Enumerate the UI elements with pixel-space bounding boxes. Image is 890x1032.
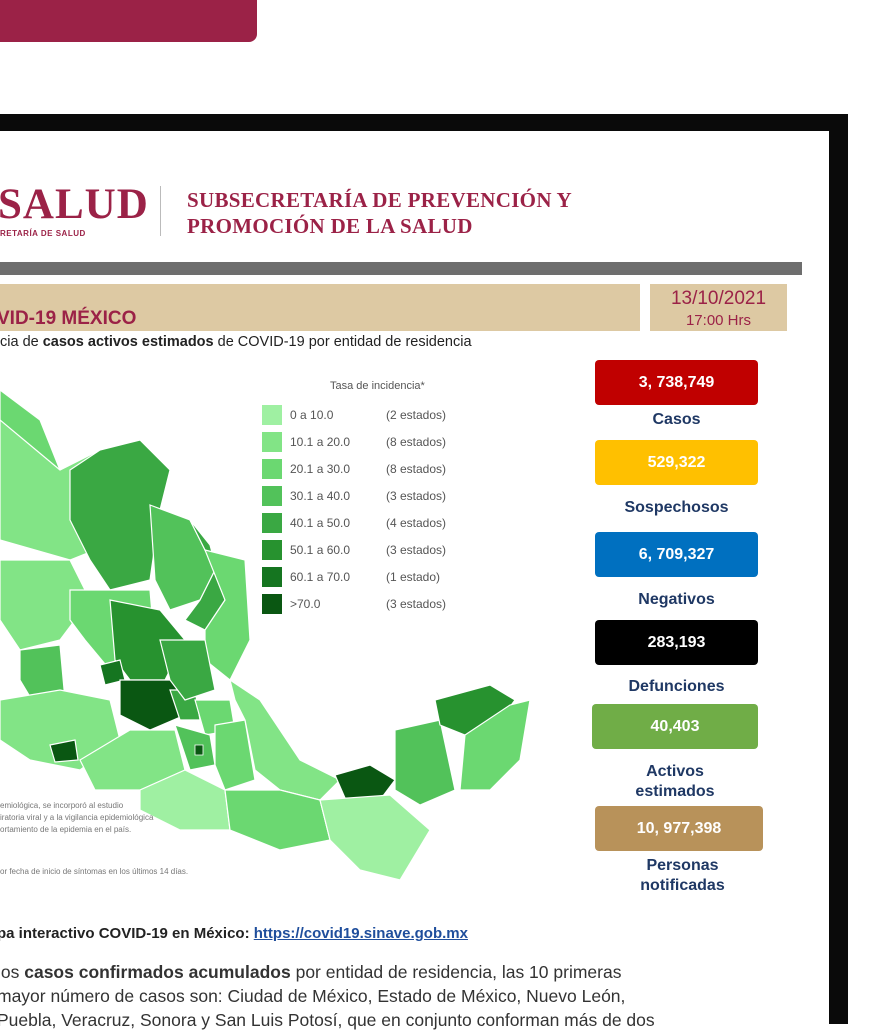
map-state-quintana-roo	[459, 699, 531, 791]
report-title: VID-19 MÉXICO	[0, 308, 137, 329]
footnote-line-1: emiológica, se incorporó al estudio	[0, 801, 124, 810]
footnote-line-3: ortamiento de la epidemia en el país.	[0, 825, 132, 834]
stat-activos-label-line-1: Activos	[646, 763, 704, 780]
stat-casos-label: Casos	[652, 411, 701, 428]
map-state-sinaloa	[0, 559, 91, 651]
legend-swatch	[262, 513, 282, 533]
subsecretaria-line-1: SUBSECRETARÍA DE PREVENCIÓN Y	[187, 188, 573, 212]
report-time: 17:00 Hrs	[685, 312, 752, 329]
legend-swatch	[262, 567, 282, 587]
legend-range: 10.1 a 20.0	[290, 435, 351, 449]
map-state-puebla	[214, 719, 256, 791]
stat-negativos-value: 6, 709,327	[595, 532, 758, 577]
map-state-chiapas	[319, 794, 431, 881]
footnote-line-4: or fecha de inicio de síntomas en los úl…	[0, 867, 189, 876]
legend-count: (8 estados)	[386, 462, 447, 476]
covid-sinave-link[interactable]: https://covid19.sinave.gob.mx	[253, 925, 468, 942]
stat-notificadas-value: 10, 977,398	[595, 806, 763, 851]
legend-count: (3 estados)	[386, 597, 447, 611]
map-state-tabasco	[334, 764, 396, 801]
title-band	[0, 284, 640, 331]
legend-swatch	[262, 459, 282, 479]
stat-defunciones-value: 283,193	[595, 620, 758, 665]
paragraph-line-3: Puebla, Veracruz, Sonora y San Luis Poto…	[0, 1010, 655, 1030]
stat-casos-value: 3, 738,749	[595, 360, 758, 405]
stat-defunciones-label: Defunciones	[628, 678, 725, 695]
interactive-map-line: pa interactivo COVID-19 en México: https…	[0, 925, 468, 942]
map-state-colima	[49, 739, 79, 763]
stat-activos-value: 40,403	[592, 704, 758, 749]
header-tab-decoration	[0, 0, 257, 42]
stat-activos-label-line-2: estimados	[635, 783, 715, 800]
footnote-line-2: iratoria viral y a la vigilancia epidemi…	[0, 813, 154, 822]
legend-range: 30.1 a 40.0	[290, 489, 351, 503]
legend-range: 0 a 10.0	[290, 408, 334, 422]
legend-range: 20.1 a 30.0	[290, 462, 351, 476]
subtitle-prefix: cia de	[0, 334, 43, 350]
legend-swatch	[262, 432, 282, 452]
paragraph-line-1: los casos confirmados acumulados por ent…	[0, 960, 807, 984]
map-state-oaxaca	[224, 789, 331, 851]
legend-count: (4 estados)	[386, 516, 447, 530]
stat-notificadas-label-line-1: Personas	[646, 857, 719, 874]
stat-activos-label: Activos estimados	[592, 762, 758, 802]
legend-count: (2 estados)	[386, 408, 447, 422]
legend-swatch	[262, 594, 282, 614]
mexico-map	[0, 389, 531, 881]
body-paragraph: los casos confirmados acumulados por ent…	[0, 960, 807, 1032]
report-subtitle: cia de casos activos estimados de COVID-…	[0, 334, 472, 350]
legend-title: Tasa de incidencia*	[330, 380, 425, 392]
paragraph-line-1-start: los	[0, 962, 20, 982]
subtitle-suffix: de COVID-19 por entidad de residencia	[213, 334, 472, 350]
legend-range: 40.1 a 50.0	[290, 516, 351, 530]
stat-notificadas-label: Personas notificadas	[595, 856, 770, 896]
report-date: 13/10/2021	[670, 288, 767, 309]
paragraph-line-1-bold: casos confirmados acumulados	[24, 962, 291, 982]
map-state-cdmx	[194, 744, 204, 756]
salud-logo: SALUD	[0, 181, 149, 228]
map-state-guanajuato	[119, 679, 186, 731]
map-state-slp	[159, 639, 216, 701]
stat-negativos-label: Negativos	[638, 591, 715, 608]
legend-swatch	[262, 540, 282, 560]
legend-count: (8 estados)	[386, 435, 447, 449]
date-box: 13/10/2021 17:00 Hrs	[647, 284, 787, 331]
stat-notificadas-label-line-2: notificadas	[640, 877, 725, 894]
legend-swatch	[262, 486, 282, 506]
legend-count: (1 estado)	[386, 570, 441, 584]
interactive-map-prefix: pa interactivo COVID-19 en México:	[0, 925, 254, 942]
legend-swatch	[262, 405, 282, 425]
subsecretaria-title: SUBSECRETARÍA DE PREVENCIÓN Y PROMOCIÓN …	[187, 187, 572, 239]
subtitle-bold: casos activos estimados	[42, 334, 214, 350]
legend-range: 60.1 a 70.0	[290, 570, 351, 584]
legend-count: (3 estados)	[386, 489, 447, 503]
map-state-campeche	[394, 719, 456, 806]
stat-sospechosos-label: Sospechosos	[624, 499, 729, 516]
subsecretaria-line-2: PROMOCIÓN DE LA SALUD	[187, 214, 473, 238]
header-divider-bar	[0, 262, 802, 275]
paragraph-line-1-rest: por entidad de residencia, las 10 primer…	[290, 962, 622, 982]
logo-divider	[160, 186, 161, 236]
legend-range: >70.0	[290, 597, 321, 611]
paragraph-line-2: mayor número de casos son: Ciudad de Méx…	[0, 986, 626, 1006]
legend-range: 50.1 a 60.0	[290, 543, 351, 557]
map-state-tamaulipas	[204, 549, 251, 681]
stat-sospechosos-value: 529,322	[595, 440, 758, 485]
legend-count: (3 estados)	[386, 543, 447, 557]
salud-logo-subtext: RETARÍA DE SALUD	[0, 229, 86, 238]
